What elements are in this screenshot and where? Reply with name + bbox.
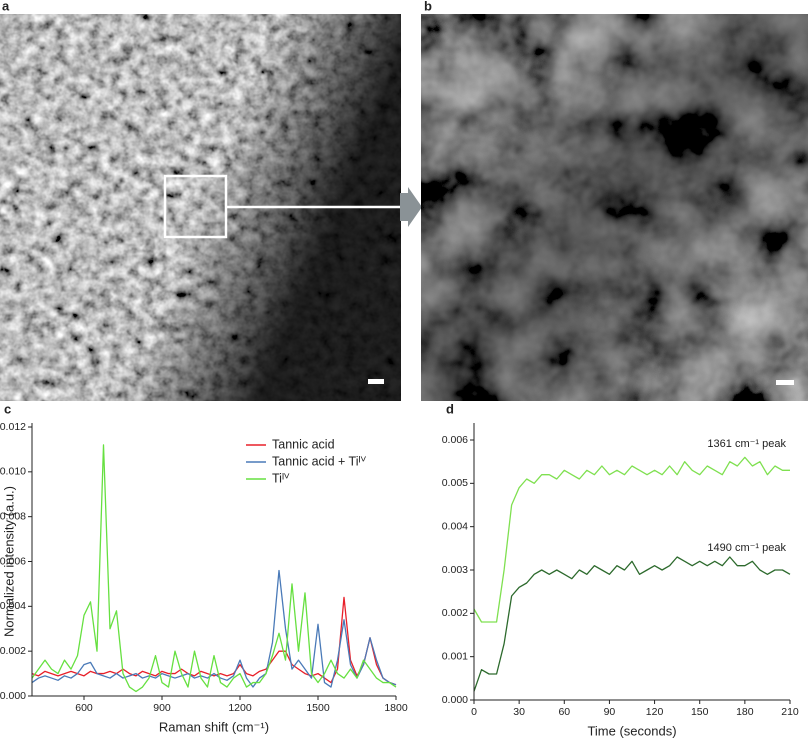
x-tick-label: 30 [513, 706, 525, 718]
y-tick-label: 0.000 [442, 694, 468, 706]
x-tick-label: 150 [691, 706, 709, 718]
y-tick-label: 0.004 [442, 520, 468, 532]
y-tick-label: 0.002 [442, 607, 468, 619]
panel-label: a [2, 0, 10, 13]
panel-label: c [4, 401, 11, 416]
x-tick-label: 60 [558, 706, 570, 718]
y-tick-label: 0.002 [0, 645, 26, 657]
panel-label: d [446, 401, 454, 416]
x-tick-label: 180 [736, 706, 754, 718]
y-tick-label: 0.004 [0, 600, 26, 612]
x-tick-label: 90 [604, 706, 616, 718]
sem-image-b [421, 14, 808, 401]
y-tick-label: 0.005 [442, 477, 468, 489]
x-tick-label: 1200 [228, 702, 252, 714]
legend-label: Tannic acid + Tiᴵⱽ [272, 454, 367, 468]
data-line [31, 596, 397, 686]
annotation: 1361 cm⁻¹ peak [707, 438, 786, 450]
data-line [31, 444, 397, 693]
x-tick-label: 210 [781, 706, 799, 718]
x-tick-label: 900 [153, 702, 171, 714]
y-tick-label: 0.006 [0, 555, 26, 567]
x-tick-label: 600 [75, 702, 93, 714]
data-line [473, 456, 790, 623]
panel-label: b [424, 0, 432, 13]
y-tick-label: 0.003 [442, 564, 468, 576]
sem-image-a [0, 14, 405, 401]
y-tick-label: 0.010 [0, 466, 26, 478]
x-axis-label: Time (seconds) [587, 723, 676, 738]
y-tick-label: 0.001 [442, 650, 468, 662]
y-tick-label: 0.008 [0, 510, 26, 522]
data-line [473, 556, 791, 692]
legend-label: Tannic acid [272, 437, 335, 451]
y-tick-label: 0.006 [442, 434, 468, 446]
zoom-arrow [400, 187, 422, 227]
x-tick-label: 0 [471, 706, 477, 718]
x-tick-label: 1500 [306, 702, 330, 714]
annotation: 1490 cm⁻¹ peak [707, 542, 786, 554]
y-tick-label: 0.012 [0, 421, 26, 433]
legend-label: Tiᴵⱽ [272, 471, 290, 485]
y-axis-label: Normalized intensity (a.u.) [1, 486, 16, 637]
x-tick-label: 1800 [384, 702, 408, 714]
y-tick-label: 0.000 [0, 690, 26, 702]
x-tick-label: 120 [646, 706, 664, 718]
x-axis-label: Raman shift (cm⁻¹) [159, 719, 269, 734]
